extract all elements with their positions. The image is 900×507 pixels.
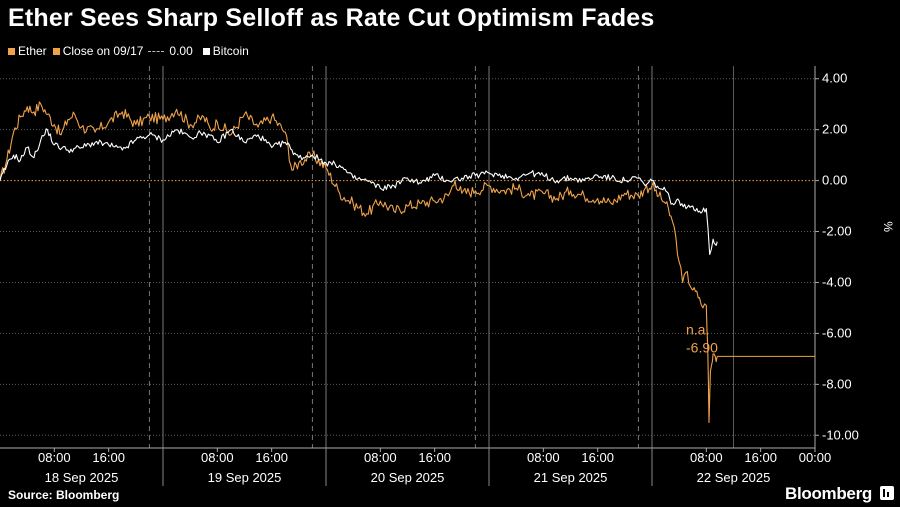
annotation-label: n.a. [686,321,709,337]
x-tick-label: 16:00 [744,450,777,465]
x-tick-label: 16:00 [418,450,451,465]
y-tick-label: -2.00 [822,224,852,239]
y-axis-unit-label: % [881,221,895,232]
legend-label-close: Close on 09/17 [62,44,144,58]
x-day-label: 19 Sep 2025 [208,470,282,485]
ether-swatch [8,47,15,55]
y-tick-label: -6.00 [822,325,852,340]
source-note: Source: Bloomberg [8,488,120,502]
x-tick-label: 08:00 [201,450,234,465]
legend-item-ether: Ether [8,44,47,58]
x-tick-label: 16:00 [255,450,288,465]
x-day-label: 20 Sep 2025 [371,470,445,485]
y-tick-label: 4.00 [822,71,847,86]
legend-label-bitcoin: Bitcoin [212,44,249,58]
x-day-label: 22 Sep 2025 [697,470,771,485]
x-tick-label: 08:00 [690,450,723,465]
legend: Ether Close on 09/17 0.00 Bitcoin [8,44,255,58]
y-tick-label: -8.00 [822,376,852,391]
x-tick-label: 08:00 [364,450,397,465]
close-swatch [52,47,60,55]
legend-label-ether: Ether [18,44,47,58]
dashed-line-icon [148,50,165,52]
annotation-value: -6.90 [686,339,718,355]
y-tick-label: -10.00 [822,427,859,442]
bloomberg-chart-icon [880,486,894,500]
x-day-label: 18 Sep 2025 [45,470,119,485]
bitcoin-swatch [202,47,210,55]
series-line-ether [0,101,718,424]
legend-close-value: 0.00 [169,44,193,58]
x-tick-label: 08:00 [38,450,71,465]
x-tick-label: 00:00 [799,450,832,465]
y-tick-label: 2.00 [822,122,847,137]
series-line-bitcoin [0,128,718,256]
x-day-label: 21 Sep 2025 [534,470,608,485]
legend-item-close: Close on 09/17 0.00 [52,44,193,58]
x-tick-label: 16:00 [92,450,125,465]
x-tick-label: 08:00 [527,450,560,465]
legend-item-bitcoin: Bitcoin [202,44,249,58]
chart-title: Ether Sees Sharp Selloff as Rate Cut Opt… [8,4,655,32]
x-tick-label: 16:00 [581,450,614,465]
y-tick-label: 0.00 [822,173,847,188]
y-tick-label: -4.00 [822,274,852,289]
bloomberg-logo: Bloomberg [784,484,872,503]
